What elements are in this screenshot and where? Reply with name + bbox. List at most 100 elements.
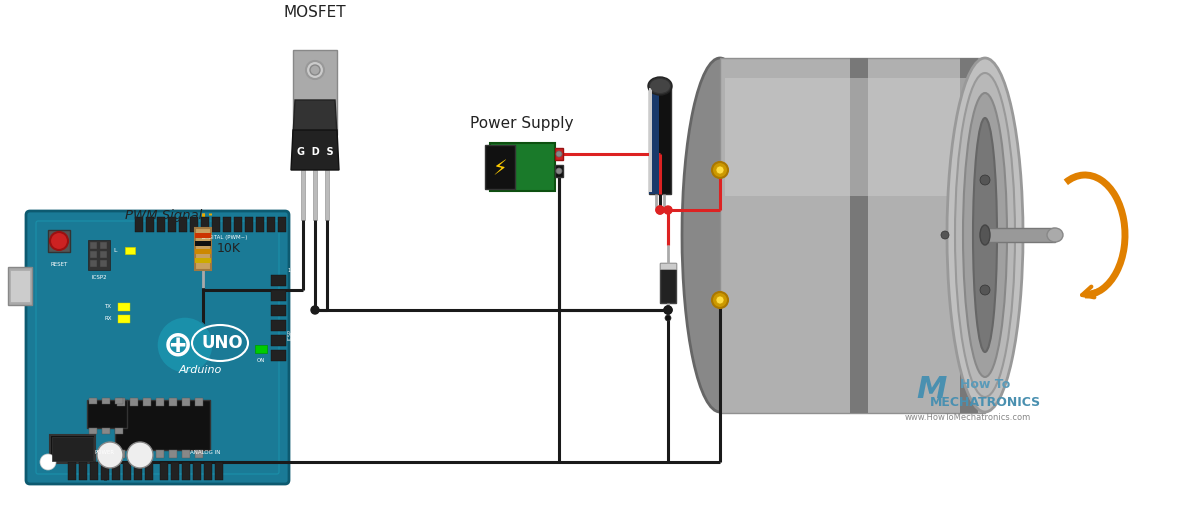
Bar [10,270,30,302]
Bar [271,305,286,316]
Bar [88,240,110,270]
Text: 10K: 10K [217,242,241,256]
Bar [202,217,209,232]
Bar [194,249,211,254]
Text: ICSP: ICSP [287,330,292,340]
Circle shape [716,296,724,304]
Bar [115,428,124,434]
Text: RESET: RESET [50,262,67,267]
Bar [190,217,198,232]
Circle shape [656,206,664,214]
Bar [266,217,275,232]
Circle shape [310,65,320,75]
Bar [118,303,130,311]
Text: Power Supply: Power Supply [470,116,574,131]
Bar [660,263,676,269]
Bar [554,148,563,160]
Bar [145,462,154,480]
Bar [68,462,76,480]
Polygon shape [293,100,337,135]
Ellipse shape [682,58,758,412]
Bar [194,228,211,270]
Text: How To: How To [960,378,1010,392]
Bar [194,233,211,238]
Bar [168,217,176,232]
Bar [271,320,286,331]
Bar [160,462,168,480]
Bar [212,217,220,232]
Circle shape [712,292,728,308]
Circle shape [556,168,562,174]
Bar [271,335,286,346]
Bar [271,350,286,361]
Bar [182,398,190,406]
Ellipse shape [980,225,990,245]
Bar [90,462,98,480]
Bar [169,398,178,406]
Bar [193,462,202,480]
Bar [660,263,676,303]
Bar [194,398,203,406]
Circle shape [127,442,154,468]
Bar [960,58,978,413]
Bar [79,462,88,480]
Text: PWM Signal: PWM Signal [125,208,203,221]
Bar [278,217,286,232]
Bar [101,462,109,480]
Circle shape [656,206,664,214]
Bar [215,462,223,480]
Bar [118,315,130,323]
Text: G  D  S: G D S [296,147,334,157]
Ellipse shape [947,58,1022,412]
Bar [8,267,32,305]
Bar [172,462,179,480]
Text: POWER: POWER [95,450,115,455]
Circle shape [306,61,324,79]
Ellipse shape [955,73,1015,397]
Circle shape [40,454,56,470]
Bar [301,170,305,220]
Text: RX: RX [104,316,112,322]
Bar [649,86,659,194]
Circle shape [980,285,990,295]
Ellipse shape [973,118,997,352]
Text: L: L [113,247,116,252]
Bar [325,170,329,220]
Circle shape [664,306,672,314]
Bar [182,450,190,458]
Bar [725,78,974,196]
Bar [130,398,138,406]
Bar [234,217,242,232]
Bar [649,88,652,192]
Bar [90,242,97,249]
Text: MECHATRONICS: MECHATRONICS [930,396,1040,408]
Text: ⚡: ⚡ [493,159,508,179]
Ellipse shape [648,77,672,95]
Text: 1: 1 [287,268,290,272]
Text: ANALOG IN: ANALOG IN [190,450,220,455]
Ellipse shape [650,79,670,93]
Bar [156,450,164,458]
Ellipse shape [1046,228,1063,242]
Bar [52,437,94,461]
Circle shape [716,166,724,174]
Bar [143,398,151,406]
Bar [48,230,70,252]
Bar [554,165,563,177]
Bar [134,217,143,232]
Bar [89,398,97,404]
Bar [179,217,187,232]
Bar [490,143,554,191]
Bar [256,217,264,232]
Bar [100,251,107,258]
Circle shape [712,162,728,178]
Polygon shape [292,130,340,170]
Bar [649,86,671,194]
Text: ⊕: ⊕ [163,328,193,362]
Bar [182,462,190,480]
Bar [115,398,124,404]
Text: ICSP2: ICSP2 [91,275,107,280]
Bar [194,241,211,246]
Bar [134,462,142,480]
Text: TX: TX [104,304,112,309]
